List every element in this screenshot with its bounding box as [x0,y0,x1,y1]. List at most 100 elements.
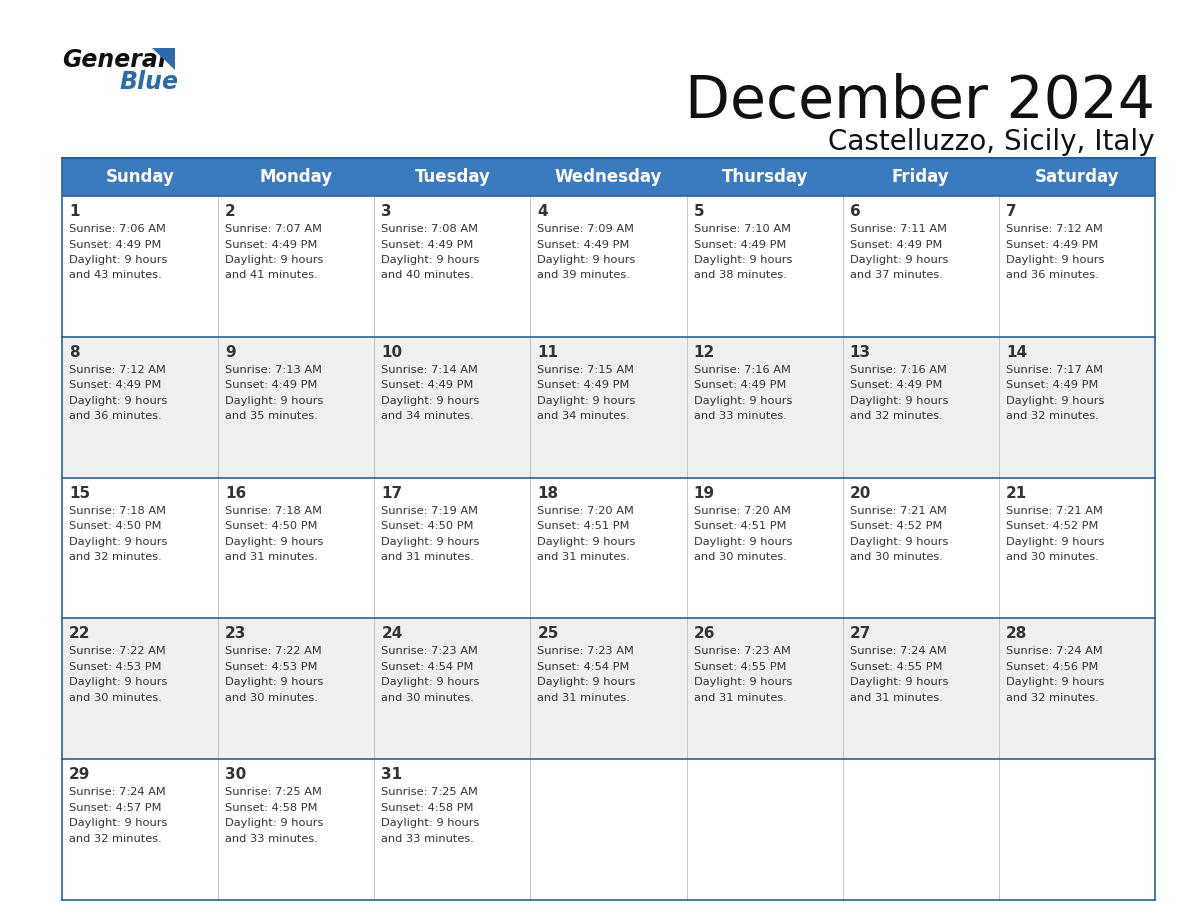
Text: 12: 12 [694,345,715,360]
Text: and 30 minutes.: and 30 minutes. [694,552,786,562]
Text: Daylight: 9 hours: Daylight: 9 hours [381,677,480,688]
Text: and 32 minutes.: and 32 minutes. [1006,411,1099,421]
Text: Sunrise: 7:19 AM: Sunrise: 7:19 AM [381,506,479,516]
Text: 31: 31 [381,767,403,782]
Text: Sunrise: 7:12 AM: Sunrise: 7:12 AM [69,364,166,375]
Text: Sunset: 4:56 PM: Sunset: 4:56 PM [1006,662,1098,672]
Text: Sunset: 4:52 PM: Sunset: 4:52 PM [849,521,942,532]
Text: Sunset: 4:57 PM: Sunset: 4:57 PM [69,802,162,812]
Text: 7: 7 [1006,204,1017,219]
Text: Sunset: 4:50 PM: Sunset: 4:50 PM [69,521,162,532]
Text: and 36 minutes.: and 36 minutes. [1006,271,1099,281]
Text: Sunday: Sunday [106,168,175,186]
Bar [62,477,1155,619]
Text: Wednesday: Wednesday [555,168,662,186]
Text: and 37 minutes.: and 37 minutes. [849,271,942,281]
Text: Sunrise: 7:22 AM: Sunrise: 7:22 AM [226,646,322,656]
Text: 19: 19 [694,486,715,500]
Text: and 30 minutes.: and 30 minutes. [226,693,318,703]
Text: Sunset: 4:55 PM: Sunset: 4:55 PM [849,662,942,672]
Text: Sunset: 4:49 PM: Sunset: 4:49 PM [69,380,162,390]
Text: and 34 minutes.: and 34 minutes. [537,411,630,421]
Text: 26: 26 [694,626,715,642]
Text: Sunset: 4:49 PM: Sunset: 4:49 PM [849,380,942,390]
Text: Sunset: 4:49 PM: Sunset: 4:49 PM [226,240,317,250]
Text: 16: 16 [226,486,246,500]
Text: Monday: Monday [260,168,333,186]
Text: 17: 17 [381,486,403,500]
Text: General: General [62,48,166,72]
Text: 20: 20 [849,486,871,500]
Text: 4: 4 [537,204,548,219]
Text: 30: 30 [226,767,246,782]
Text: Sunset: 4:54 PM: Sunset: 4:54 PM [537,662,630,672]
Text: 11: 11 [537,345,558,360]
Text: Daylight: 9 hours: Daylight: 9 hours [381,396,480,406]
Text: 6: 6 [849,204,860,219]
Text: Daylight: 9 hours: Daylight: 9 hours [381,537,480,546]
Text: Sunrise: 7:24 AM: Sunrise: 7:24 AM [849,646,947,656]
Text: and 32 minutes.: and 32 minutes. [69,552,162,562]
Text: Sunset: 4:49 PM: Sunset: 4:49 PM [537,380,630,390]
Text: Sunrise: 7:12 AM: Sunrise: 7:12 AM [1006,224,1102,234]
Text: 13: 13 [849,345,871,360]
Text: 24: 24 [381,626,403,642]
Text: Sunrise: 7:11 AM: Sunrise: 7:11 AM [849,224,947,234]
Text: Sunset: 4:49 PM: Sunset: 4:49 PM [694,240,786,250]
Text: Daylight: 9 hours: Daylight: 9 hours [1006,255,1104,265]
Text: 15: 15 [69,486,90,500]
Text: Sunrise: 7:24 AM: Sunrise: 7:24 AM [1006,646,1102,656]
Text: and 31 minutes.: and 31 minutes. [694,693,786,703]
Text: Sunset: 4:53 PM: Sunset: 4:53 PM [69,662,162,672]
Text: Sunset: 4:49 PM: Sunset: 4:49 PM [537,240,630,250]
Text: Sunset: 4:50 PM: Sunset: 4:50 PM [381,521,474,532]
Text: and 41 minutes.: and 41 minutes. [226,271,318,281]
Text: 14: 14 [1006,345,1026,360]
Text: and 31 minutes.: and 31 minutes. [537,693,631,703]
Text: Daylight: 9 hours: Daylight: 9 hours [694,255,792,265]
Text: 25: 25 [537,626,558,642]
Text: Daylight: 9 hours: Daylight: 9 hours [849,255,948,265]
Text: Sunrise: 7:21 AM: Sunrise: 7:21 AM [1006,506,1102,516]
Text: and 34 minutes.: and 34 minutes. [381,411,474,421]
Text: Thursday: Thursday [721,168,808,186]
Text: 27: 27 [849,626,871,642]
Text: Castelluzzo, Sicily, Italy: Castelluzzo, Sicily, Italy [828,128,1155,156]
Text: and 38 minutes.: and 38 minutes. [694,271,786,281]
Text: Sunset: 4:55 PM: Sunset: 4:55 PM [694,662,786,672]
Text: Daylight: 9 hours: Daylight: 9 hours [226,677,323,688]
Text: Sunrise: 7:10 AM: Sunrise: 7:10 AM [694,224,790,234]
Text: Daylight: 9 hours: Daylight: 9 hours [849,396,948,406]
Text: and 35 minutes.: and 35 minutes. [226,411,318,421]
Text: Sunset: 4:49 PM: Sunset: 4:49 PM [226,380,317,390]
Text: and 31 minutes.: and 31 minutes. [849,693,942,703]
Text: Daylight: 9 hours: Daylight: 9 hours [694,537,792,546]
Text: Daylight: 9 hours: Daylight: 9 hours [69,537,168,546]
Text: and 33 minutes.: and 33 minutes. [381,834,474,844]
Text: and 33 minutes.: and 33 minutes. [694,411,786,421]
Text: Sunrise: 7:21 AM: Sunrise: 7:21 AM [849,506,947,516]
Text: Sunset: 4:54 PM: Sunset: 4:54 PM [381,662,474,672]
Text: Daylight: 9 hours: Daylight: 9 hours [694,396,792,406]
Bar [62,619,1155,759]
Text: Sunrise: 7:15 AM: Sunrise: 7:15 AM [537,364,634,375]
Text: 3: 3 [381,204,392,219]
Text: 21: 21 [1006,486,1028,500]
Text: 9: 9 [226,345,235,360]
Text: Sunset: 4:51 PM: Sunset: 4:51 PM [694,521,786,532]
Text: and 36 minutes.: and 36 minutes. [69,411,162,421]
Text: Sunset: 4:49 PM: Sunset: 4:49 PM [381,240,474,250]
Text: Sunset: 4:51 PM: Sunset: 4:51 PM [537,521,630,532]
Text: Daylight: 9 hours: Daylight: 9 hours [537,255,636,265]
Text: Daylight: 9 hours: Daylight: 9 hours [1006,677,1104,688]
Text: and 40 minutes.: and 40 minutes. [381,271,474,281]
Text: Sunrise: 7:23 AM: Sunrise: 7:23 AM [381,646,478,656]
Text: Saturday: Saturday [1035,168,1119,186]
Text: Daylight: 9 hours: Daylight: 9 hours [69,396,168,406]
Text: Sunrise: 7:18 AM: Sunrise: 7:18 AM [69,506,166,516]
Text: Daylight: 9 hours: Daylight: 9 hours [226,396,323,406]
Text: 5: 5 [694,204,704,219]
Text: Sunrise: 7:09 AM: Sunrise: 7:09 AM [537,224,634,234]
Text: Daylight: 9 hours: Daylight: 9 hours [381,818,480,828]
Text: Daylight: 9 hours: Daylight: 9 hours [537,677,636,688]
